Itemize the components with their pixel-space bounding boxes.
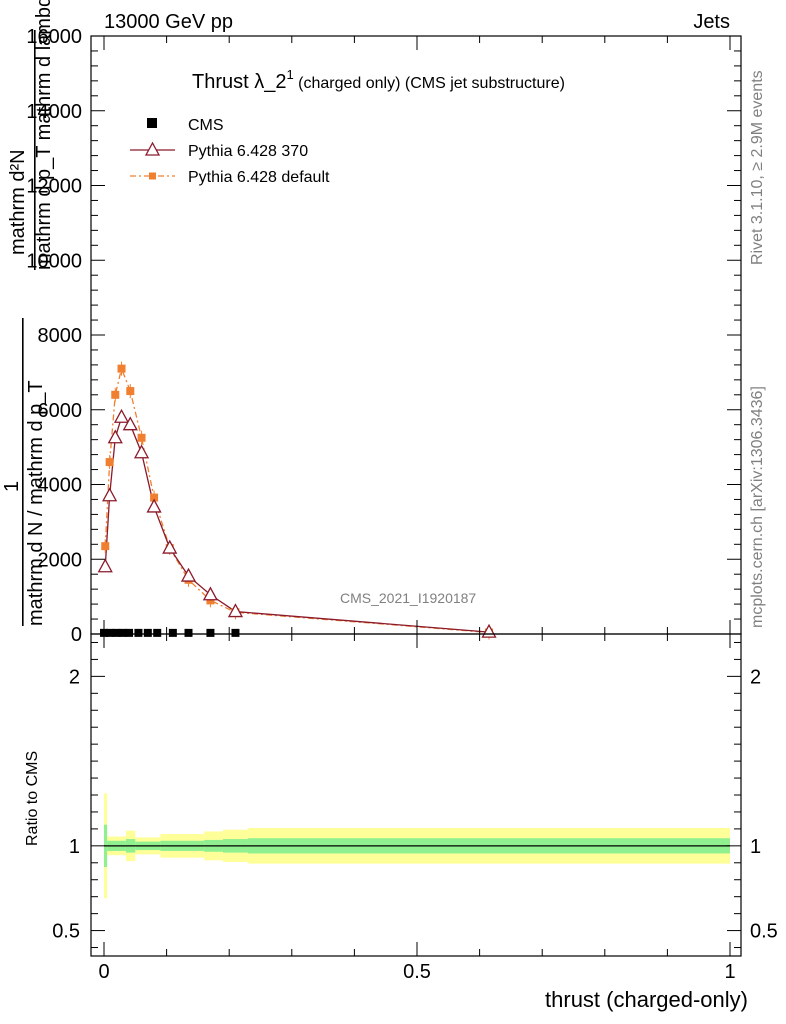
main-y-tick-label: 2000 [38,549,83,571]
x-tick-label: 1 [724,961,735,983]
pythia370-point [102,487,118,502]
ratio-y-tick-label: 2 [69,666,80,688]
ratio-y-axis-label: Ratio to CMS [24,751,41,846]
pythia370-point [133,444,150,459]
cms-data-point [206,628,215,637]
rivet-version-label: Rivet 3.1.10, ≥ 2.9M events [749,70,766,265]
y-label-fraction-bar-upper [34,30,36,270]
main-y-tick-labels: 0 2000 4000 6000 8000 10000 12000 14000 16000 [26,26,82,646]
main-plot-marks [97,361,497,640]
legend-cms-marker [147,118,157,128]
legend-pythia-default-marker [149,172,156,180]
cms-data-point [153,628,162,637]
main-y-tick-label: 4000 [38,475,83,497]
pythia-default-point [111,390,120,399]
y-label-fraction-bar-lower [22,318,24,626]
mcplots-reference-label: mcplots.cern.ch [arXiv:1306.3436] [749,386,766,628]
main-y-tick-label: 10000 [26,250,82,272]
x-tick-labels: 0 0.5 1 [98,961,735,983]
y-label-prefix: 1 [1,481,23,492]
cms-data-point [168,628,177,637]
legend: CMS Pythia 6.428 370 Pythia 6.428 defaul… [130,117,330,186]
cms-data-point [231,628,240,637]
main-axes [90,35,742,635]
pythia370-point [180,567,197,582]
ratio-y-tick-label: 1 [69,836,80,858]
pythia370-point [202,586,219,601]
main-y-tick-label: 6000 [38,400,83,422]
main-y-tick-label: 8000 [38,325,83,347]
x-axis-label: thrust (charged-only) [545,987,748,1012]
pythia-default-point [101,542,110,551]
pythia370-point [227,603,244,618]
ratio-y-tick-label: 0.5 [52,921,80,943]
ratio-y-tick-labels: 0.5 0.5 1 1 2 2 [52,666,778,942]
cms-data-point [184,628,193,637]
pythia370-point [107,429,123,444]
y-label-normalisation: mathrm d N / mathrm d p_T [25,380,47,626]
cms-data-point [118,628,127,637]
ratio-frame [90,633,742,957]
main-title-subtext: (charged only) (CMS jet substructure) [294,75,565,92]
y-label-denominator: mathrm d p_T mathrm d lambda [33,0,55,270]
main-y-tick-label: 12000 [26,176,82,198]
header-process-label: Jets [693,11,730,33]
legend-cms-label: CMS [188,117,224,134]
pythia370-point [146,498,162,513]
cms-data-point [106,628,115,637]
ratio-uncertainty-bands [104,793,731,899]
ratio-y-tick-label-right: 2 [750,666,761,688]
main-title-superscript: 1 [286,67,293,82]
x-tick-label: 0 [98,961,109,983]
main-title-text: Thrust λ_2 [192,71,286,93]
main-y-tick-label: 0 [71,624,82,646]
main-y-tick-label: 14000 [26,101,82,123]
pythia370-point [122,416,138,431]
main-y-tick-label: 16000 [26,26,82,48]
cms-data-point [143,628,152,637]
ratio-axes [90,633,742,957]
main-title: Thrust λ_21 (charged only) (CMS jet subs… [192,67,565,93]
pythia370-point [113,408,130,423]
cms-data-point [125,628,134,637]
pythia-default-line [104,366,490,634]
x-tick-label: 0.5 [403,961,431,983]
analysis-watermark: CMS_2021_I1920187 [340,590,476,606]
pythia-default-point [117,364,126,373]
main-panel: 0 2000 4000 6000 8000 10000 12000 14000 16000 Th… [1,0,742,646]
pythia-default-point [150,493,159,502]
header-energy-label: 13000 GeV pp [104,11,233,33]
y-label-numerator: mathrm d²N [7,149,29,255]
pythia370-point [97,558,113,573]
ratio-y-tick-label-right: 0.5 [750,921,778,943]
ratio-y-tick-label-right: 1 [750,836,761,858]
ratio-panel: 0.5 0.51 12 2 0 0.5 1 Ratio to CMS thrust (ch… [24,633,778,1012]
pythia-default-point [126,387,135,396]
main-y-axis-label: mathrm d²N mathrm d p_T mathrm d lambda … [1,0,55,626]
legend-pythia-default-label: Pythia 6.428 default [188,169,330,186]
pythia-default-point [137,433,146,442]
cms-data-point [134,628,143,637]
cms-data-point [112,628,121,637]
legend-pythia370-marker [144,141,161,156]
legend-pythia370-label: Pythia 6.428 370 [188,143,308,160]
pythia-default-point [105,458,114,467]
pythia370-point [162,539,178,554]
